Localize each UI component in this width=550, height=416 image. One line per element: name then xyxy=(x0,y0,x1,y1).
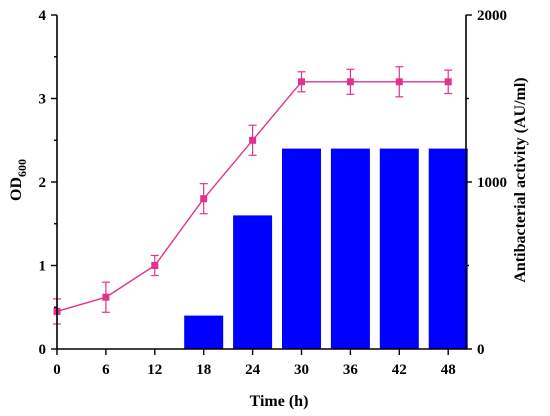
x-tick-label-36: 36 xyxy=(343,362,359,378)
left-y-tick-label-0: 0 xyxy=(39,342,47,358)
bar-48h xyxy=(428,148,468,349)
od-point-42h xyxy=(395,78,403,86)
x-axis-title: Time (h) xyxy=(250,393,309,410)
od-point-12h xyxy=(151,262,159,269)
left-y-axis-title-main: OD xyxy=(8,177,25,201)
x-tick-label-0: 0 xyxy=(53,362,61,378)
od-point-24h xyxy=(249,136,257,144)
od-series xyxy=(53,66,453,325)
left-y-axis-title: OD600 xyxy=(8,159,29,201)
right-y-tick-label-2000: 2000 xyxy=(477,8,507,24)
od-point-6h xyxy=(102,293,110,301)
od-point-18h xyxy=(200,195,208,203)
left-y-tick-label-2: 2 xyxy=(39,175,47,191)
x-tick-label-30: 30 xyxy=(294,362,309,378)
x-tick-label-24: 24 xyxy=(245,362,261,378)
x-tick-label-48: 48 xyxy=(441,362,456,378)
left-y-tick-label-4: 4 xyxy=(39,8,47,24)
bar-36h xyxy=(330,148,370,349)
x-tick-label-6: 6 xyxy=(102,362,110,378)
bar-18h xyxy=(184,315,224,349)
x-tick-label-42: 42 xyxy=(392,362,407,378)
right-y-axis-title: Antibacterial activity (AU/ml) xyxy=(512,77,529,282)
x-tick-label-18: 18 xyxy=(196,362,211,378)
bar-42h xyxy=(379,148,419,349)
x-tick-label-12: 12 xyxy=(147,362,162,378)
bar-24h xyxy=(233,215,273,349)
left-y-axis-title-subscript: 600 xyxy=(15,159,29,177)
od-point-48h xyxy=(444,78,452,86)
od-point-30h xyxy=(298,78,305,86)
bar-series xyxy=(184,148,468,349)
right-y-tick-label-0: 0 xyxy=(477,342,485,358)
left-y-tick-label-1: 1 xyxy=(39,259,47,275)
bar-30h xyxy=(282,148,321,349)
od-point-36h xyxy=(346,78,354,86)
left-y-tick-label-3: 3 xyxy=(39,92,47,108)
right-y-tick-label-1000: 1000 xyxy=(477,175,507,191)
